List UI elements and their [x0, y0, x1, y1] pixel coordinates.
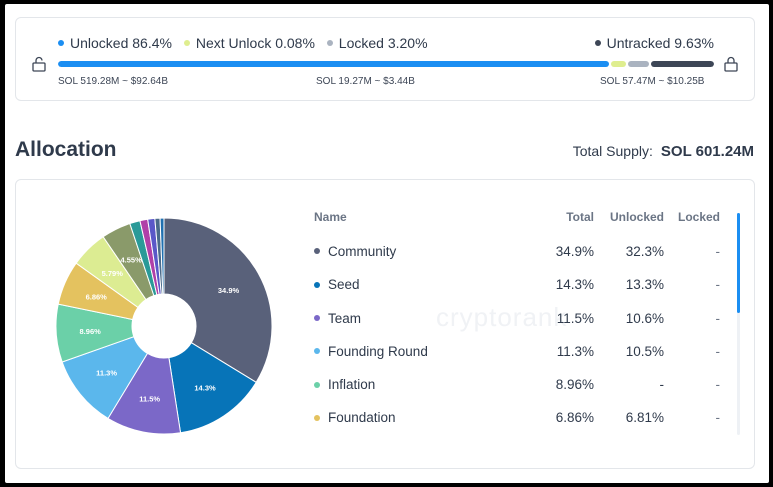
untracked-segment	[650, 61, 714, 67]
column-locked[interactable]: Locked	[677, 210, 720, 224]
pie-slice[interactable]	[163, 217, 273, 384]
row-name: Seed	[314, 277, 360, 292]
column-unlocked[interactable]: Unlocked	[609, 210, 664, 224]
row-color-dot	[314, 348, 320, 355]
legend-next-unlock: Next Unlock 0.08%	[183, 35, 315, 51]
row-unlocked: 6.81%	[625, 410, 664, 426]
scrollbar-thumb[interactable]	[737, 213, 740, 313]
row-name: Team	[314, 311, 361, 326]
table-row[interactable]: Foundation 6.86% 6.81% -	[314, 410, 734, 443]
legend-untracked: Untracked 9.63%	[594, 35, 714, 51]
locked-amount: SOL 19.27M ~ $3.44B	[316, 76, 415, 87]
legend-locked: Locked 3.20%	[326, 35, 428, 51]
row-color-dot	[314, 315, 320, 322]
row-locked: -	[715, 343, 721, 359]
table-row[interactable]: Inflation 8.96% - -	[314, 377, 734, 410]
pie-slice-label: 34.9%	[218, 286, 240, 295]
row-color-dot	[314, 248, 320, 255]
row-name-label: Inflation	[328, 377, 376, 393]
row-name: Founding Round	[314, 344, 428, 359]
table-row[interactable]: Team 11.5% 10.6% -	[314, 311, 734, 344]
table-row[interactable]: Seed 14.3% 13.3% -	[314, 277, 734, 310]
row-total: 34.9%	[555, 244, 594, 259]
row-name-label: Founding Round	[328, 343, 428, 359]
row-unlocked: 10.6%	[625, 310, 664, 326]
row-unlocked: 10.5%	[625, 343, 664, 359]
locked-segment	[627, 61, 649, 67]
lock-open-icon	[32, 56, 46, 72]
row-name-label: Foundation	[328, 410, 396, 426]
next-unlock-segment	[611, 61, 626, 67]
row-total: 8.96%	[555, 377, 594, 393]
legend-dot	[183, 40, 190, 47]
row-name: Foundation	[314, 410, 396, 425]
row-unlocked: 13.3%	[625, 277, 664, 293]
row-total: 6.86%	[555, 410, 594, 426]
unlocked-amount: SOL 519.28M ~ $92.64B	[58, 76, 168, 87]
row-locked: -	[715, 244, 721, 259]
total-supply-value: SOL 601.24M	[660, 143, 754, 160]
row-name-label: Seed	[328, 277, 360, 293]
app-frame: Unlocked 86.4% Next Unlock 0.08% Locked …	[5, 4, 769, 483]
unlock-status-card: Unlocked 86.4% Next Unlock 0.08% Locked …	[15, 17, 755, 101]
column-name[interactable]: Name	[314, 210, 347, 224]
row-locked: -	[715, 310, 721, 326]
pie-slice-label: 11.5%	[139, 395, 160, 404]
total-supply: Total Supply: SOL 601.24M	[573, 143, 754, 160]
row-total: 14.3%	[555, 277, 594, 293]
total-supply-label: Total Supply:	[572, 143, 653, 159]
watermark: cryptorank	[436, 302, 568, 332]
row-locked: -	[715, 410, 721, 426]
lock-icon	[724, 56, 738, 72]
row-total: 11.3%	[556, 343, 594, 359]
pie-slice-label: 5.79%	[102, 269, 124, 278]
row-color-dot	[314, 414, 320, 421]
pie-slice-label: 14.3%	[194, 384, 216, 393]
unlocked-segment	[58, 61, 610, 67]
row-name: Community	[314, 244, 396, 259]
row-name: Inflation	[314, 377, 375, 392]
table-row[interactable]: Community 34.9% 32.3% -	[314, 244, 734, 277]
pie-slice-label: 8.96%	[80, 327, 102, 336]
row-unlocked: 32.3%	[625, 244, 664, 259]
unlock-progress-bar	[58, 61, 714, 67]
pie-slice-label: 11.3%	[96, 369, 117, 378]
untracked-amount: SOL 57.47M ~ $10.25B	[600, 76, 705, 87]
allocation-table: Name Total Unlocked Locked Community 34.9…	[314, 210, 734, 425]
row-locked: -	[715, 377, 721, 393]
pie-slice[interactable]	[168, 342, 257, 434]
legend-dot	[594, 40, 601, 47]
row-color-dot	[314, 381, 320, 388]
row-total: 11.5%	[556, 310, 594, 326]
row-name-label: Team	[328, 310, 362, 326]
pie-slice-label: 6.86%	[86, 292, 108, 301]
row-name-label: Community	[328, 244, 397, 259]
table-body: Community 34.9% 32.3% - Seed 14.3% 13.3% - Team 1…	[314, 244, 734, 444]
allocation-title: Allocation	[15, 138, 117, 161]
allocation-pie-chart: 34.9% 14.3% 11.5% 11.3% 8.96% 6.86% 5.79% 4.55%	[55, 217, 273, 435]
legend-unlocked: Unlocked 86.4%	[58, 35, 172, 51]
row-unlocked: -	[659, 377, 665, 393]
row-locked: -	[715, 277, 721, 293]
unlock-legend: Unlocked 86.4% Next Unlock 0.08% Locked …	[58, 35, 436, 51]
legend-dot	[58, 40, 64, 47]
pie-slice[interactable]	[159, 217, 165, 295]
column-total[interactable]: Total	[566, 210, 594, 224]
legend-dot	[326, 40, 333, 47]
table-scrollbar[interactable]	[737, 213, 740, 435]
allocation-card: cryptorank 34.9% 14.3% 11.5% 11.3% 8.96% 6.86…	[15, 179, 755, 469]
table-header: Name Total Unlocked Locked	[314, 210, 734, 230]
table-row[interactable]: Founding Round 11.3% 10.5% -	[314, 344, 734, 377]
row-color-dot	[314, 281, 320, 288]
pie-slice-label: 4.55%	[121, 256, 143, 265]
